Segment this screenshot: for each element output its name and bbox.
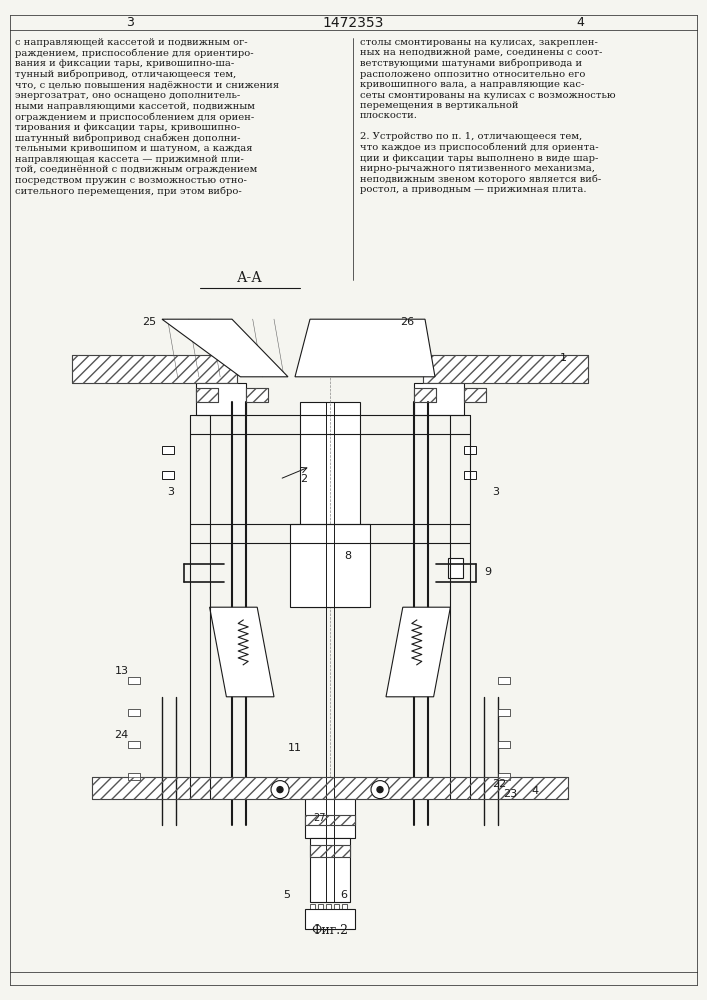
Text: 2: 2 <box>300 474 308 484</box>
Bar <box>498 677 510 684</box>
Bar <box>305 815 355 825</box>
Bar <box>310 838 350 902</box>
Bar <box>196 388 218 402</box>
Text: 5: 5 <box>283 890 290 900</box>
Bar <box>310 904 315 909</box>
Text: с направляющей кассетой и подвижным ог-
раждением, приспособление для ориентиро-: с направляющей кассетой и подвижным ог- … <box>15 38 279 196</box>
Polygon shape <box>209 607 274 697</box>
Bar <box>423 355 588 383</box>
Bar <box>305 815 355 825</box>
Polygon shape <box>295 319 435 377</box>
Bar <box>414 383 464 415</box>
Bar <box>305 909 355 929</box>
Bar <box>246 388 268 402</box>
Bar <box>498 741 510 748</box>
Bar <box>129 773 141 780</box>
Circle shape <box>371 781 389 799</box>
Text: 13: 13 <box>115 666 129 676</box>
Bar <box>464 388 486 402</box>
Bar <box>196 388 218 402</box>
Text: 1: 1 <box>560 353 566 363</box>
Bar <box>318 904 323 909</box>
Bar <box>129 677 141 684</box>
Bar <box>464 446 477 454</box>
Bar <box>300 402 360 607</box>
Text: 4: 4 <box>576 16 584 29</box>
Bar <box>129 709 141 716</box>
Bar <box>72 355 238 383</box>
Text: 8: 8 <box>344 551 351 561</box>
Bar <box>326 904 331 909</box>
Bar <box>414 388 436 402</box>
Text: 26: 26 <box>400 317 414 327</box>
Text: Фиг.2: Фиг.2 <box>312 924 349 937</box>
Bar <box>196 383 246 415</box>
Bar <box>305 799 355 838</box>
Bar <box>464 471 477 479</box>
Text: 3: 3 <box>492 487 499 497</box>
Text: 25: 25 <box>142 317 156 327</box>
Bar <box>310 845 350 857</box>
Bar <box>414 388 436 402</box>
Text: 27: 27 <box>314 813 326 823</box>
Polygon shape <box>386 607 450 697</box>
Circle shape <box>377 787 383 793</box>
Circle shape <box>271 781 289 799</box>
Bar <box>498 773 510 780</box>
Text: А-А: А-А <box>237 271 263 285</box>
Bar <box>162 446 174 454</box>
Bar <box>448 558 462 578</box>
Text: 3: 3 <box>168 487 175 497</box>
Bar <box>290 524 370 607</box>
Text: столы смонтированы на кулисах, закреплен-
ных на неподвижной раме, соединены с с: столы смонтированы на кулисах, закреплен… <box>360 38 616 194</box>
Bar <box>342 904 347 909</box>
Bar <box>129 741 141 748</box>
Bar <box>464 388 486 402</box>
Bar <box>92 777 568 799</box>
Text: 6: 6 <box>340 890 347 900</box>
Bar <box>423 355 588 383</box>
Bar <box>72 355 238 383</box>
Text: 4: 4 <box>532 786 539 796</box>
Bar <box>310 845 350 857</box>
Text: 9: 9 <box>484 567 491 577</box>
Circle shape <box>277 787 283 793</box>
Text: 3: 3 <box>126 16 134 29</box>
Bar <box>92 777 568 799</box>
Bar <box>246 388 268 402</box>
Bar <box>334 904 339 909</box>
Text: 23: 23 <box>503 789 518 799</box>
Text: 24: 24 <box>114 730 129 740</box>
Polygon shape <box>162 319 288 377</box>
Bar <box>498 709 510 716</box>
Bar <box>162 471 174 479</box>
Text: 22: 22 <box>492 779 507 789</box>
Text: 11: 11 <box>288 743 302 753</box>
Text: 1472353: 1472353 <box>322 16 384 30</box>
